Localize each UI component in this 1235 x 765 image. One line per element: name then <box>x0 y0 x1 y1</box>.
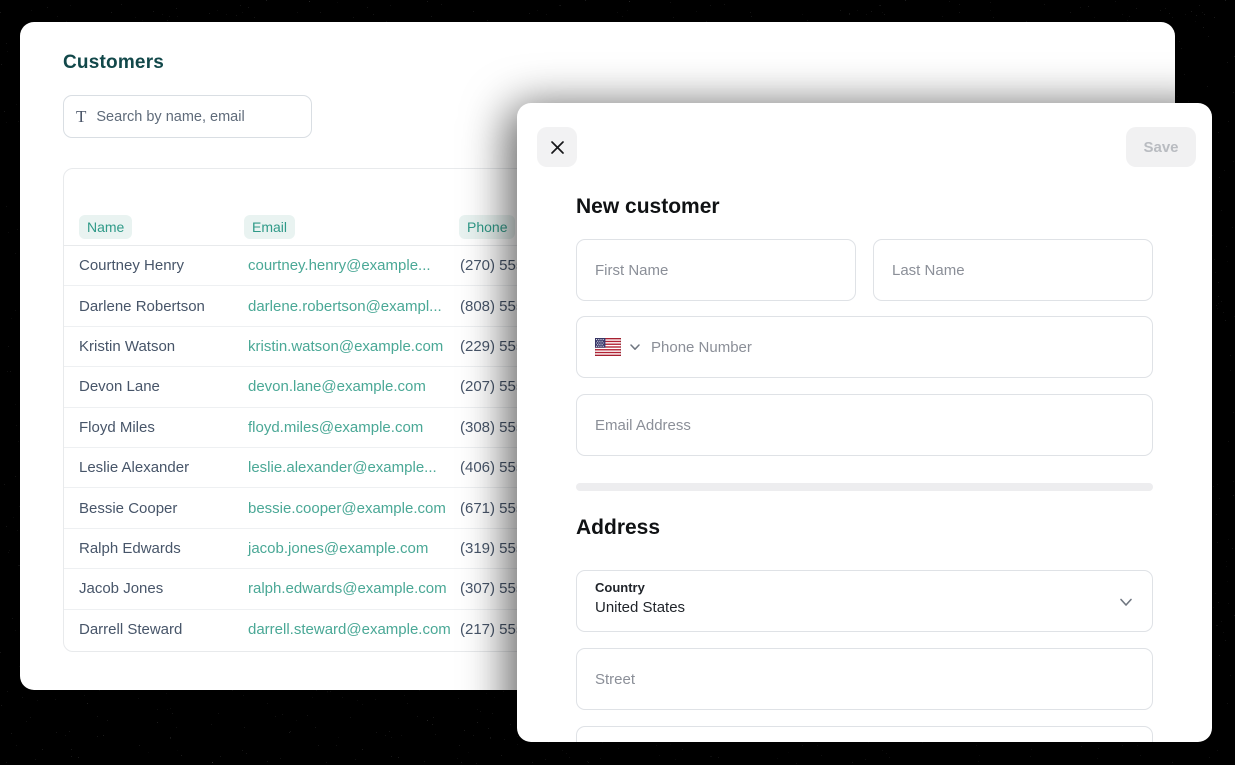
email-link[interactable]: darrell.steward@example.com <box>248 621 451 639</box>
email-link[interactable]: floyd.miles@example.com <box>248 418 424 436</box>
customer-email-link[interactable]: devon.lane@example.com <box>248 367 426 406</box>
last-name-field[interactable] <box>873 239 1153 301</box>
table-row[interactable]: Darrell Steward darrell.steward@example.… <box>64 610 1151 650</box>
customer-email-link[interactable]: ralph.edwards@example.com <box>248 569 447 608</box>
customer-name: Ralph Edwards <box>79 539 181 557</box>
email-input[interactable] <box>595 416 1134 434</box>
email-link[interactable]: ralph.edwards@example.com <box>248 580 447 598</box>
customer-phone: (270) 555- <box>460 257 530 275</box>
country-select[interactable]: Country United States <box>576 570 1153 632</box>
customer-phone: (319) 555- <box>460 539 530 557</box>
page-title: Customers <box>63 52 165 73</box>
column-header-name[interactable]: Name <box>79 215 133 239</box>
customer-name: Courtney Henry <box>79 257 185 275</box>
customer-name: Darrell Steward <box>79 621 183 639</box>
new-customer-modal: Save New customer <box>517 103 1212 742</box>
table-body: Courtney Henry courtney.henry@example...… <box>64 246 1151 650</box>
modal-title: New customer <box>576 195 720 218</box>
customer-email-link[interactable]: kristin.watson@example.com <box>248 327 443 366</box>
customer-name: Devon Lane <box>79 378 160 396</box>
customer-name: Jacob Jones <box>79 580 164 598</box>
customer-name: Floyd Miles <box>79 418 155 436</box>
country-label: Country <box>595 580 645 595</box>
customer-phone: (671) 555- <box>460 499 530 517</box>
email-link[interactable]: leslie.alexander@example... <box>248 459 437 477</box>
address-section-title: Address <box>576 516 661 539</box>
section-divider <box>576 483 1153 491</box>
first-name-input[interactable] <box>595 261 837 279</box>
phone-input[interactable] <box>651 338 1134 356</box>
customer-email-link[interactable]: courtney.henry@example... <box>248 246 431 285</box>
customer-name: Kristin Watson <box>79 337 176 355</box>
email-link[interactable]: courtney.henry@example... <box>248 257 431 275</box>
country-code-dropdown[interactable] <box>595 338 641 356</box>
customer-email-link[interactable]: leslie.alexander@example... <box>248 448 437 487</box>
phone-field[interactable] <box>576 316 1153 378</box>
email-link[interactable]: jacob.jones@example.com <box>248 539 429 557</box>
column-header-phone[interactable]: Phone <box>459 215 516 239</box>
text-input-icon: T <box>76 106 87 126</box>
search-input[interactable] <box>96 108 299 125</box>
email-link[interactable]: kristin.watson@example.com <box>248 337 444 355</box>
customer-phone: (406) 555- <box>460 459 530 477</box>
customer-name: Leslie Alexander <box>79 459 190 477</box>
street-input[interactable] <box>595 670 1134 688</box>
email-field[interactable] <box>576 394 1153 456</box>
close-icon <box>550 140 564 154</box>
street-field[interactable] <box>576 648 1153 710</box>
email-link[interactable]: darlene.robertson@exampl... <box>248 297 442 315</box>
customer-phone: (229) 555- <box>460 337 530 355</box>
customer-name: Bessie Cooper <box>79 499 178 517</box>
customer-phone: (308) 555- <box>460 418 530 436</box>
chevron-down-icon <box>630 344 640 350</box>
customer-phone: (217) 555- <box>460 621 530 639</box>
last-name-input[interactable] <box>892 261 1134 279</box>
close-button[interactable] <box>537 127 577 167</box>
column-header-email[interactable]: Email <box>244 215 296 239</box>
chevron-down-icon <box>1120 598 1132 606</box>
customer-email-link[interactable]: jacob.jones@example.com <box>248 529 428 568</box>
next-field-partial[interactable] <box>576 726 1153 742</box>
customer-phone: (307) 555- <box>460 580 530 598</box>
customer-email-link[interactable]: bessie.cooper@example.com <box>248 488 446 527</box>
us-flag-icon <box>595 338 621 356</box>
save-button[interactable]: Save <box>1126 127 1196 167</box>
customer-name: Darlene Robertson <box>79 297 205 315</box>
email-link[interactable]: devon.lane@example.com <box>248 378 426 396</box>
customer-email-link[interactable]: floyd.miles@example.com <box>248 408 423 447</box>
country-value: United States <box>595 599 686 616</box>
customer-phone: (207) 555- <box>460 378 530 396</box>
customer-email-link[interactable]: darlene.robertson@exampl... <box>248 286 442 325</box>
customer-email-link[interactable]: darrell.steward@example.com <box>248 610 451 650</box>
email-link[interactable]: bessie.cooper@example.com <box>248 499 446 517</box>
search-box[interactable]: T <box>63 95 312 138</box>
first-name-field[interactable] <box>576 239 856 301</box>
customer-phone: (808) 555- <box>460 297 530 315</box>
